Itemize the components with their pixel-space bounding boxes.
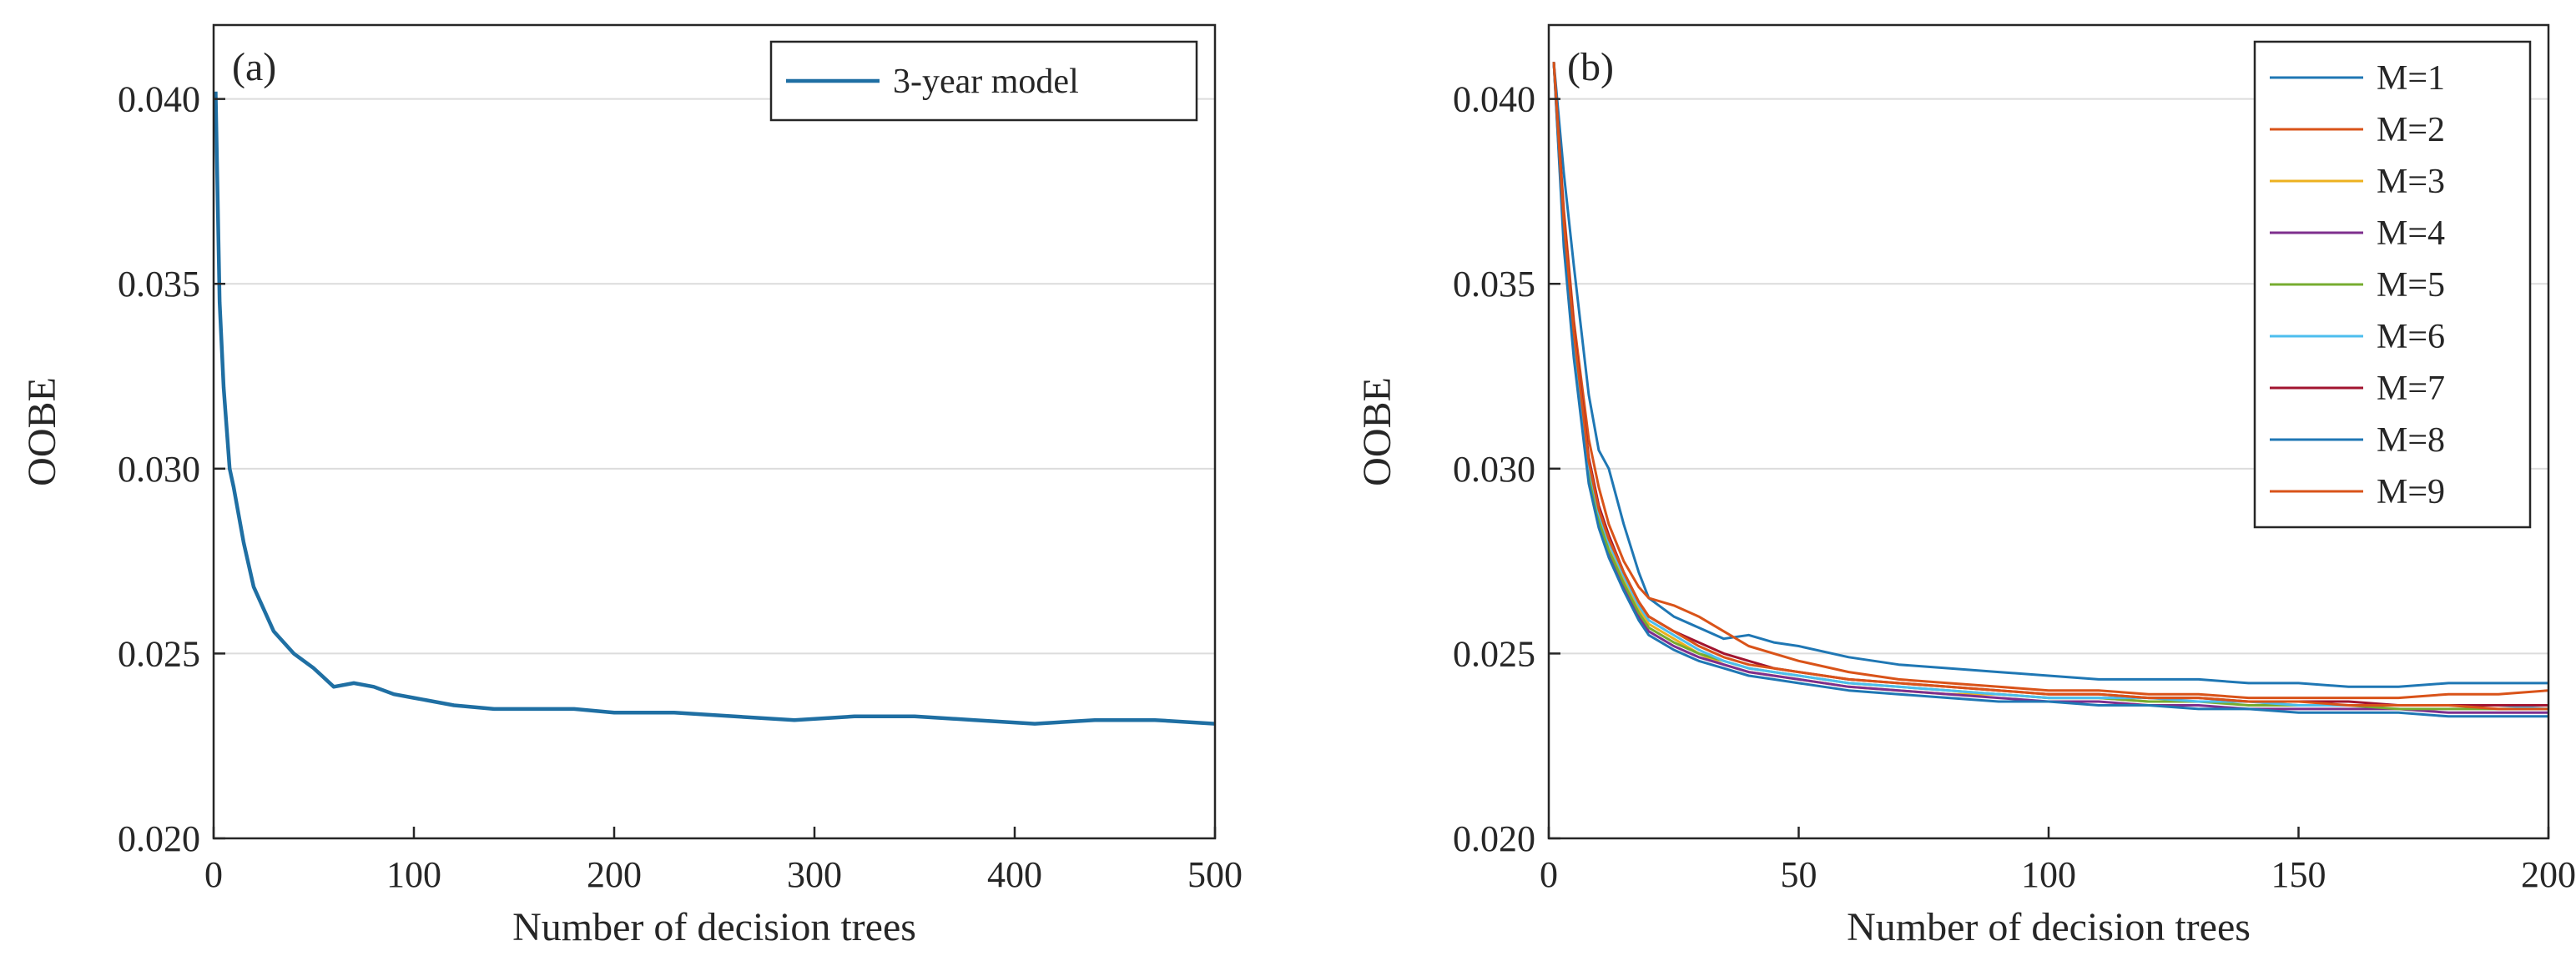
x-tick-label: 100 xyxy=(2021,854,2076,895)
plot-area-a xyxy=(212,23,1217,840)
x-tick-label: 50 xyxy=(1781,854,1817,895)
x-tick-label: 100 xyxy=(386,854,441,895)
y-tick-label: 0.035 xyxy=(1453,264,1535,304)
legend-label: M=9 xyxy=(2377,473,2445,511)
x-tick-label: 0 xyxy=(204,854,223,895)
series-lines-b xyxy=(1552,62,2549,718)
grid-a xyxy=(214,98,1215,839)
legend-label: M=3 xyxy=(2377,163,2445,201)
y-tick-label: 0.025 xyxy=(118,633,200,674)
x-tick-label: 200 xyxy=(2521,854,2576,895)
x-axis-label-a: Number of decision trees xyxy=(512,905,916,949)
panel-label-b: (b) xyxy=(1567,45,1614,89)
legend-label: M=5 xyxy=(2377,266,2445,304)
y-tick-label: 0.020 xyxy=(118,818,200,859)
y-axis-label-a: OOBE xyxy=(20,377,64,486)
chart-panel-b: 0 50 100 150 200 0.020 0.025 0.030 0.035 0.040 (b… xyxy=(1355,23,2576,949)
y-tick-label: 0.030 xyxy=(1453,449,1535,490)
series-line-m-1 xyxy=(1552,62,2548,688)
y-axis-label-b: OOBE xyxy=(1355,377,1399,486)
x-tick-label: 300 xyxy=(787,854,842,895)
x-tick-label: 200 xyxy=(587,854,642,895)
legend-a: 3-year model xyxy=(769,40,1198,122)
y-tick-label: 0.030 xyxy=(118,449,200,490)
panel-label-a: (a) xyxy=(232,45,276,89)
ticks-b: 0 50 100 150 200 0.020 0.025 0.030 0.035 0.040 xyxy=(1453,79,2576,895)
legend-label: M=1 xyxy=(2377,59,2445,98)
x-tick-label: 500 xyxy=(1187,854,1243,895)
legend-label: M=7 xyxy=(2377,370,2445,408)
series-line-m-8 xyxy=(1552,62,2548,718)
y-tick-label: 0.020 xyxy=(1453,818,1535,859)
y-tick-label: 0.040 xyxy=(1453,79,1535,120)
y-tick-label: 0.035 xyxy=(118,264,200,304)
y-tick-label: 0.025 xyxy=(1453,633,1535,674)
ticks-a: 0 100 200 300 400 500 0.020 0.025 0.030 0.035 0.04… xyxy=(118,79,1243,895)
x-tick-label: 400 xyxy=(987,854,1042,895)
legend-label: M=6 xyxy=(2377,318,2445,356)
x-tick-label: 0 xyxy=(1540,854,1558,895)
series-line-3-year-model xyxy=(214,91,1216,726)
chart-panel-a: 0 100 200 300 400 500 0.020 0.025 0.030 0.035 0.04… xyxy=(20,23,1243,949)
x-tick-label: 150 xyxy=(2271,854,2326,895)
legend-label: M=8 xyxy=(2377,421,2445,460)
legend-label: M=4 xyxy=(2377,214,2445,253)
y-tick-label: 0.040 xyxy=(118,79,200,120)
series-line-m-2 xyxy=(1552,62,2549,700)
legend-b: M=1 M=2 M=3 M=4 M=5 M=6 M=7 M=8 M=9 xyxy=(2253,40,2532,529)
legend-label: M=2 xyxy=(2377,111,2445,149)
series-lines-a xyxy=(214,91,1216,726)
series-line-m-9 xyxy=(1552,62,2548,711)
x-axis-label-b: Number of decision trees xyxy=(1847,905,2251,949)
legend-label: 3-year model xyxy=(893,63,1079,101)
